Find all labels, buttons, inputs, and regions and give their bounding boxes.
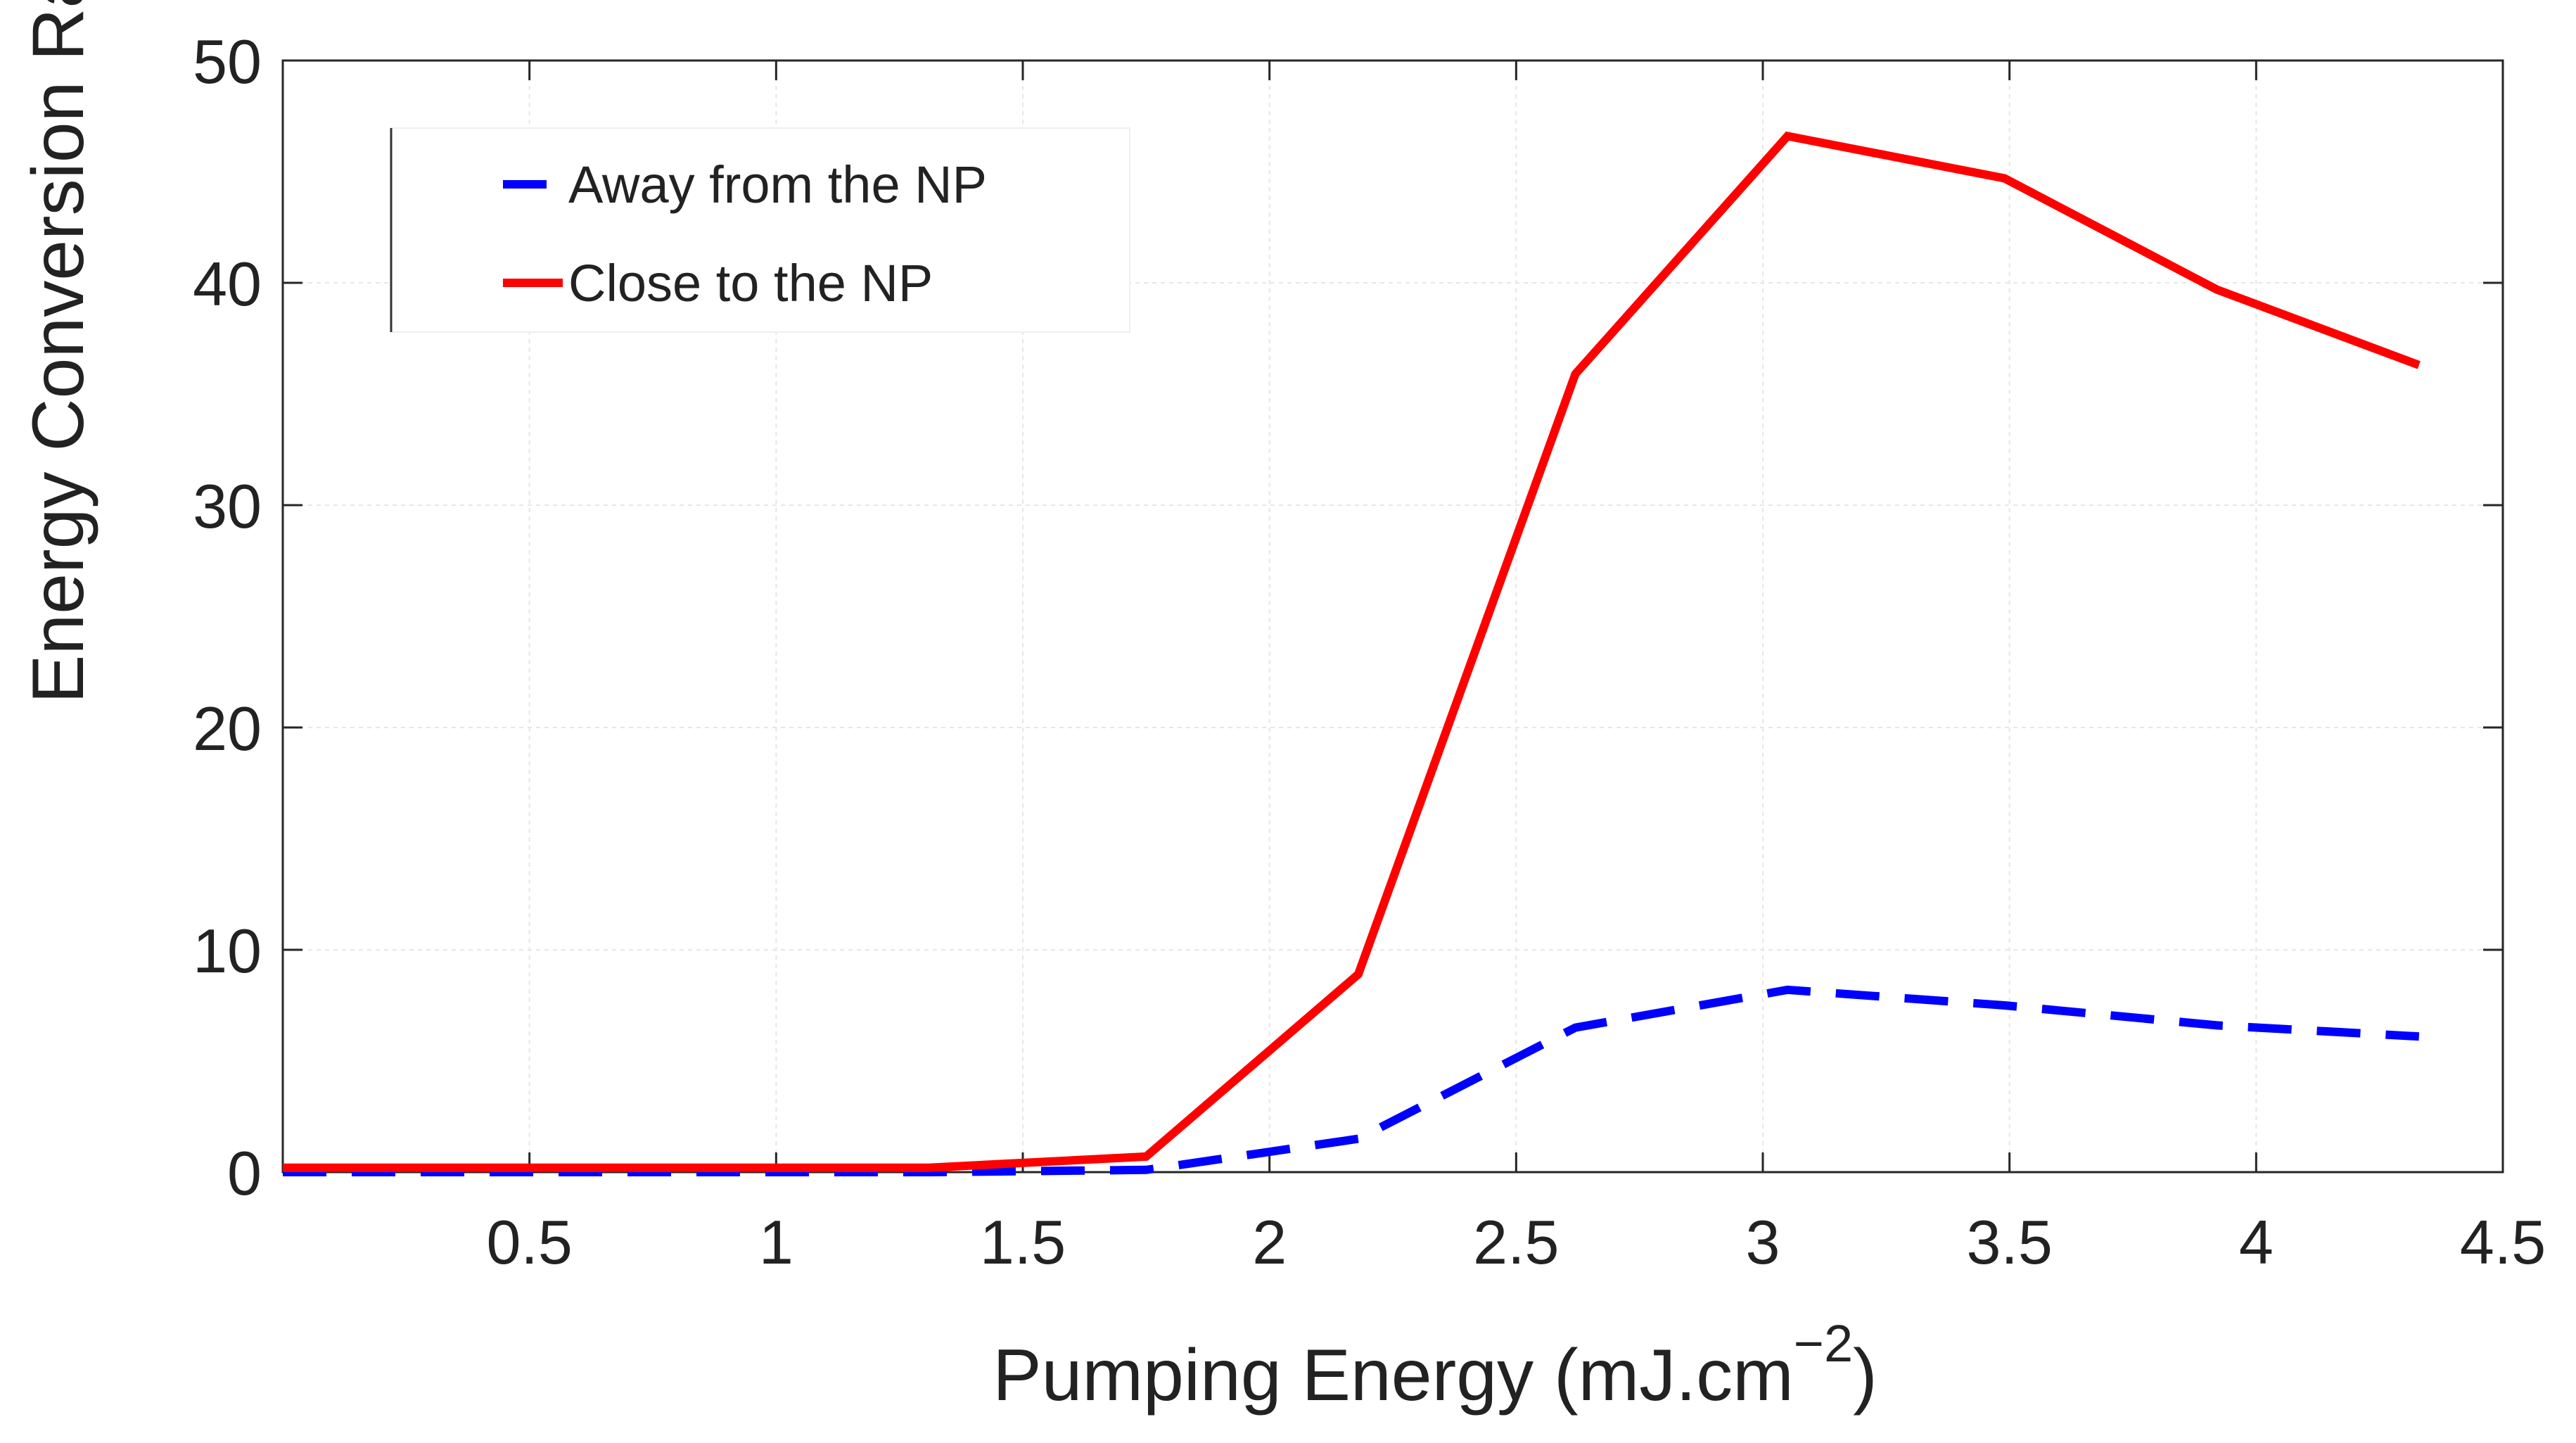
legend-label-away: Away from the NP — [568, 155, 987, 214]
series-line-away-from-np — [283, 985, 2420, 1176]
legend-label-close: Close to the NP — [568, 254, 933, 312]
axis-ticks: 0.5 1 1.5 2 2.5 3 3.5 4 4.5 0 10 20 30 40 50 — [193, 27, 2546, 1277]
plot-area-frame — [281, 59, 2504, 1174]
x-tick-label: 2.5 — [1473, 1207, 1559, 1277]
x-tick-label: 4 — [2239, 1207, 2274, 1277]
y-tick-label: 10 — [193, 916, 262, 986]
x-tick-label: 3.5 — [1966, 1207, 2052, 1277]
y-tick-label: 30 — [193, 471, 262, 541]
x-tick-label: 4.5 — [2460, 1207, 2546, 1277]
y-axis-title: Energy Conversion Rate — [18, 0, 99, 704]
x-tick-label: 1 — [759, 1207, 793, 1277]
x-tick-label: 0.5 — [486, 1207, 572, 1277]
legend: Away from the NP Close to the NP — [390, 127, 1130, 333]
x-tick-label: 1.5 — [980, 1207, 1066, 1277]
x-axis-title-suffix: ) — [1853, 1335, 1877, 1416]
x-tick-label: 3 — [1746, 1207, 1780, 1277]
x-axis-title-main: Pumping Energy (mJ.cm — [993, 1335, 1794, 1416]
series-line-close-to-np — [283, 131, 2421, 1172]
x-axis-title-superscript: −2 — [1794, 1314, 1853, 1373]
y-tick-label: 20 — [193, 694, 262, 763]
series-layer — [283, 131, 2421, 1176]
x-tick-label: 2 — [1252, 1207, 1287, 1277]
y-tick-label: 40 — [193, 249, 262, 319]
legend-box — [390, 127, 1130, 333]
y-tick-label: 50 — [193, 27, 262, 96]
x-axis-title: Pumping Energy (mJ.cm−2) — [993, 1314, 1877, 1416]
y-tick-label: 0 — [227, 1138, 262, 1208]
